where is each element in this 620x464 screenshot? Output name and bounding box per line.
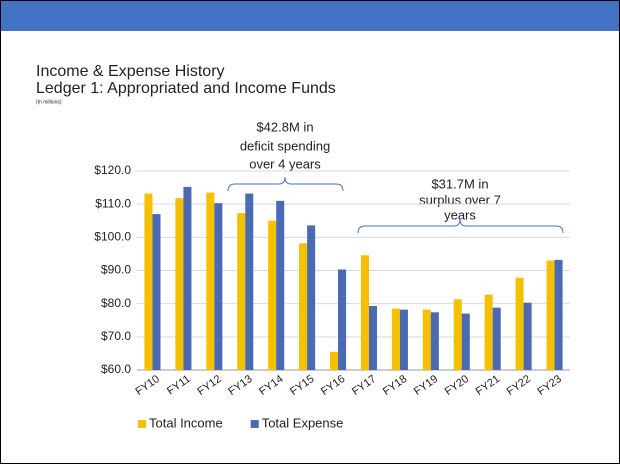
y-tick-label: $100.0 (94, 230, 131, 244)
bar (546, 260, 555, 370)
bar (299, 243, 308, 370)
bar (484, 294, 493, 370)
annotation: deficit spending (240, 138, 330, 153)
y-tick-label: $60.0 (101, 362, 131, 376)
bar (214, 203, 223, 370)
legend-swatch (138, 420, 146, 428)
bar (183, 186, 192, 370)
bar (391, 308, 400, 370)
bar (144, 193, 153, 370)
bar (554, 259, 563, 370)
y-tick-label: $90.0 (101, 263, 131, 277)
bar (461, 313, 470, 370)
chart-title: Income & Expense History (36, 63, 225, 80)
chart-subtitle: Ledger 1: Appropriated and Income Funds (36, 80, 336, 97)
bar (523, 302, 532, 370)
units-note: (In millions) (36, 99, 62, 105)
bar (422, 309, 431, 370)
bar (515, 277, 524, 370)
y-tick-label: $80.0 (101, 296, 131, 310)
bar (360, 255, 369, 370)
bar (338, 269, 347, 370)
bar (430, 312, 439, 370)
bracket (357, 218, 564, 234)
bar (307, 225, 316, 370)
annotation: surplus over 7 (419, 192, 501, 207)
bar (368, 305, 378, 370)
y-tick-label: $120.0 (94, 163, 131, 177)
legend-swatch (250, 420, 259, 428)
bracket (227, 176, 344, 192)
annotation: $42.8M in (256, 119, 313, 134)
header-bar (1, 1, 619, 31)
bar (175, 198, 184, 370)
legend-label: Total Income (149, 415, 223, 430)
annotation: over 4 years (249, 156, 321, 171)
annotation: $31.7M in (431, 176, 488, 191)
bar (329, 351, 339, 370)
y-tick-label: $110.0 (95, 196, 131, 210)
bar (453, 299, 462, 370)
bar (245, 193, 254, 370)
bar (268, 220, 277, 370)
bar (152, 214, 161, 370)
legend-label: Total Expense (262, 415, 344, 430)
annotation: years (444, 207, 476, 222)
y-tick-label: $70.0 (101, 329, 131, 343)
bar (399, 309, 408, 370)
bar (237, 213, 246, 370)
bar (492, 307, 501, 370)
bar (276, 200, 285, 370)
bar (206, 192, 215, 370)
